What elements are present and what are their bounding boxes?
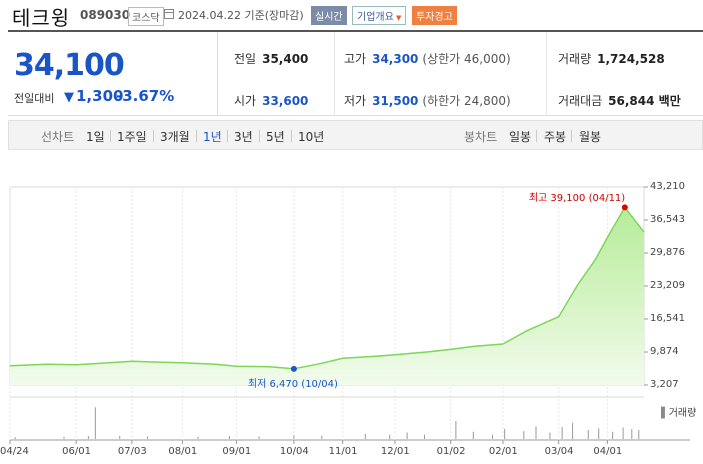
low-marker bbox=[290, 365, 297, 372]
y-tick-label: 43,210 bbox=[650, 181, 685, 192]
volume-legend: ▌거래량 bbox=[661, 404, 696, 419]
x-tick-label: 02/01 bbox=[488, 446, 518, 457]
x-tick-label: 01/02 bbox=[436, 446, 466, 457]
x-tick-label: 11/01 bbox=[328, 446, 358, 457]
prev-close-value: 35,400 bbox=[262, 52, 309, 66]
x-tick-label: 09/01 bbox=[222, 446, 252, 457]
y-tick-label: 36,543 bbox=[650, 214, 685, 225]
calendar-icon bbox=[164, 9, 174, 19]
divider bbox=[196, 130, 197, 142]
change-label: 전일대비 bbox=[14, 92, 55, 105]
period-10y[interactable]: 10년 bbox=[298, 130, 325, 144]
divider bbox=[259, 130, 260, 142]
chevron-down-icon: ▼ bbox=[393, 14, 402, 22]
lower-limit: (하한가 24,800) bbox=[422, 94, 511, 108]
x-tick-label: 12/01 bbox=[380, 446, 410, 457]
x-tick-label: 10/04 bbox=[279, 446, 309, 457]
y-tick-label: 3,207 bbox=[650, 379, 679, 390]
down-triangle-icon: ▼ bbox=[64, 90, 74, 105]
candle-chart-label: 봉차트 bbox=[464, 130, 498, 144]
current-price-box: 34,100 전일대비 ▼ 1,300 -3.67% bbox=[8, 32, 218, 116]
price-line bbox=[9, 205, 645, 370]
high-annotation: 최고 39,100 (04/11) bbox=[528, 193, 626, 205]
open-value: 33,600 bbox=[262, 94, 309, 108]
quote-panel: 34,100 전일대비 ▼ 1,300 -3.67% 전일 35,400 고가 34… bbox=[8, 30, 703, 116]
prev-close-label: 전일 bbox=[234, 52, 257, 66]
current-price: 34,100 bbox=[14, 48, 125, 83]
high-marker bbox=[621, 204, 628, 211]
change-percent: -3.67% bbox=[116, 87, 175, 105]
low-annotation: 최저 6,470 (10/04) bbox=[247, 378, 338, 390]
volume-label: 거래량 bbox=[558, 52, 592, 66]
price-area-fill bbox=[10, 207, 644, 385]
change-value: 1,300 bbox=[76, 87, 124, 105]
candle-weekly[interactable]: 주봉 bbox=[544, 130, 567, 144]
y-tick-label: 23,209 bbox=[650, 280, 685, 291]
high-stat: 고가 34,300 (상한가 46,000) bbox=[344, 50, 511, 67]
x-tick-label: 08/01 bbox=[168, 446, 198, 457]
volume-value: 1,724,528 bbox=[597, 52, 665, 66]
x-tick-label: 06/01 bbox=[62, 446, 91, 457]
upper-limit: (상한가 46,000) bbox=[422, 52, 511, 66]
investment-warning-badge[interactable]: 투자경고 bbox=[412, 6, 457, 25]
market-badge: 코스닥 bbox=[128, 7, 164, 26]
low-stat: 저가 31,500 (하한가 24,800) bbox=[344, 92, 511, 109]
company-info-label: 기업개요 bbox=[357, 12, 394, 23]
open-label: 시가 bbox=[234, 94, 257, 108]
open-stat: 시가 33,600 bbox=[234, 92, 308, 109]
stock-name: 테크윙 bbox=[12, 6, 71, 30]
period-5y[interactable]: 5년 bbox=[266, 130, 285, 144]
divider bbox=[291, 130, 292, 142]
chart-canvas bbox=[9, 186, 690, 444]
period-1y[interactable]: 1년 bbox=[203, 130, 222, 144]
divider bbox=[334, 32, 335, 116]
divider bbox=[227, 130, 228, 142]
candle-monthly[interactable]: 월봉 bbox=[579, 130, 602, 144]
realtime-button[interactable]: 실시간 bbox=[311, 6, 347, 25]
period-1w[interactable]: 1주일 bbox=[117, 130, 147, 144]
volume-stat: 거래량 1,724,528 bbox=[558, 50, 665, 67]
amount-label: 거래대금 bbox=[558, 94, 603, 108]
divider bbox=[546, 32, 547, 116]
divider bbox=[536, 130, 537, 142]
divider bbox=[110, 130, 111, 142]
volume-legend-label: 거래량 bbox=[668, 408, 697, 419]
y-tick-label: 29,876 bbox=[650, 247, 685, 258]
company-info-dropdown[interactable]: 기업개요 ▼ bbox=[352, 6, 407, 25]
stock-header: 테크윙 089030 코스닥 2024.04.22 기준(장마감) 실시간 기업… bbox=[0, 0, 703, 30]
period-bar: 선차트 1일 1주일 3개월 1년 3년 5년 10년 봉차트 일봉 주봉 월봉 bbox=[8, 120, 703, 150]
divider bbox=[571, 130, 572, 142]
low-value: 31,500 bbox=[372, 94, 419, 108]
x-tick-label: 04/24 bbox=[0, 446, 29, 457]
period-1d[interactable]: 1일 bbox=[86, 130, 105, 144]
quote-date: 2024.04.22 기준(장마감) bbox=[178, 9, 304, 22]
amount-stat: 거래대금 56,844 백만 bbox=[558, 92, 681, 109]
y-tick-label: 9,874 bbox=[650, 346, 679, 357]
high-value: 34,300 bbox=[372, 52, 419, 66]
line-chart-label: 선차트 bbox=[41, 130, 75, 144]
period-3m[interactable]: 3개월 bbox=[160, 130, 190, 144]
stock-code: 089030 bbox=[80, 8, 131, 22]
y-tick-label: 16,541 bbox=[650, 313, 685, 324]
period-3y[interactable]: 3년 bbox=[234, 130, 253, 144]
low-label: 저가 bbox=[344, 94, 367, 108]
price-chart: ▌거래량 04/24 06/01 07/03 08/01 09/01 10/04 11/01… bbox=[0, 175, 703, 464]
candle-daily[interactable]: 일봉 bbox=[509, 130, 532, 144]
divider bbox=[153, 130, 154, 142]
prev-close-stat: 전일 35,400 bbox=[234, 50, 308, 67]
volume-legend-swatch: ▌ bbox=[661, 408, 669, 419]
x-tick-label: 04/01 bbox=[593, 446, 623, 457]
high-label: 고가 bbox=[344, 52, 367, 66]
x-tick-label: 03/04 bbox=[544, 446, 574, 457]
x-tick-label: 07/03 bbox=[117, 446, 147, 457]
amount-value: 56,844 백만 bbox=[608, 94, 681, 108]
